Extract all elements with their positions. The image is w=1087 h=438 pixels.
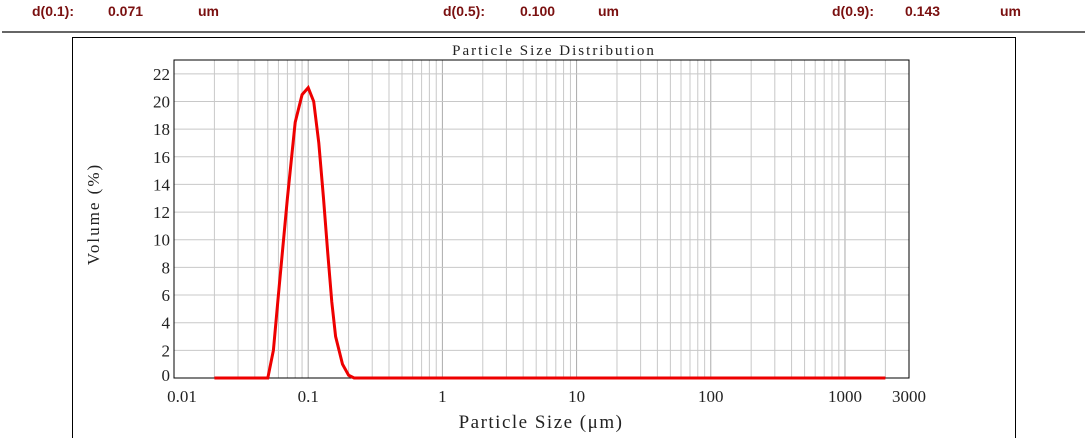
d10-value: 0.071 [108, 3, 144, 19]
chart-frame [72, 37, 1016, 438]
d90-label: d(0.9): [832, 3, 874, 19]
y-tick-label: 20 [153, 92, 170, 111]
y-axis-label: Volume (%) [84, 163, 103, 265]
y-tick-label: 16 [153, 148, 170, 167]
d90-unit: um [1000, 3, 1021, 19]
y-tick-label: 22 [153, 65, 170, 84]
series-line [214, 84, 886, 380]
divider [2, 31, 1085, 33]
x-tick-label: 1000 [828, 387, 862, 406]
d50-unit: um [598, 3, 619, 19]
y-tick-label: 12 [153, 203, 170, 222]
x-tick-label: 3000 [892, 387, 926, 406]
d50-label: d(0.5): [443, 3, 485, 19]
x-tick-label: 0.01 [167, 387, 197, 406]
y-tick-label: 8 [162, 258, 171, 277]
d50-value: 0.100 [520, 3, 556, 19]
d10-label: d(0.1): [32, 3, 74, 19]
x-axis-label: Particle Size (μm) [459, 412, 624, 433]
y-tick-label: 2 [162, 341, 171, 360]
grid [174, 60, 909, 378]
d90-value: 0.143 [905, 3, 941, 19]
x-tick-label: 10 [568, 387, 585, 406]
x-tick-label: 0.1 [298, 387, 319, 406]
y-tick-label: 0 [162, 366, 171, 385]
chart-title: Particle Size Distribution [452, 43, 656, 59]
y-tick-label: 6 [162, 286, 171, 305]
y-tick-label: 10 [153, 231, 170, 250]
x-tick-label: 100 [698, 387, 724, 406]
d10-unit: um [198, 3, 219, 19]
x-tick-label: 1 [438, 387, 447, 406]
y-tick-label: 18 [153, 120, 170, 139]
y-tick-label: 4 [162, 314, 171, 333]
y-tick-label: 14 [153, 175, 171, 194]
